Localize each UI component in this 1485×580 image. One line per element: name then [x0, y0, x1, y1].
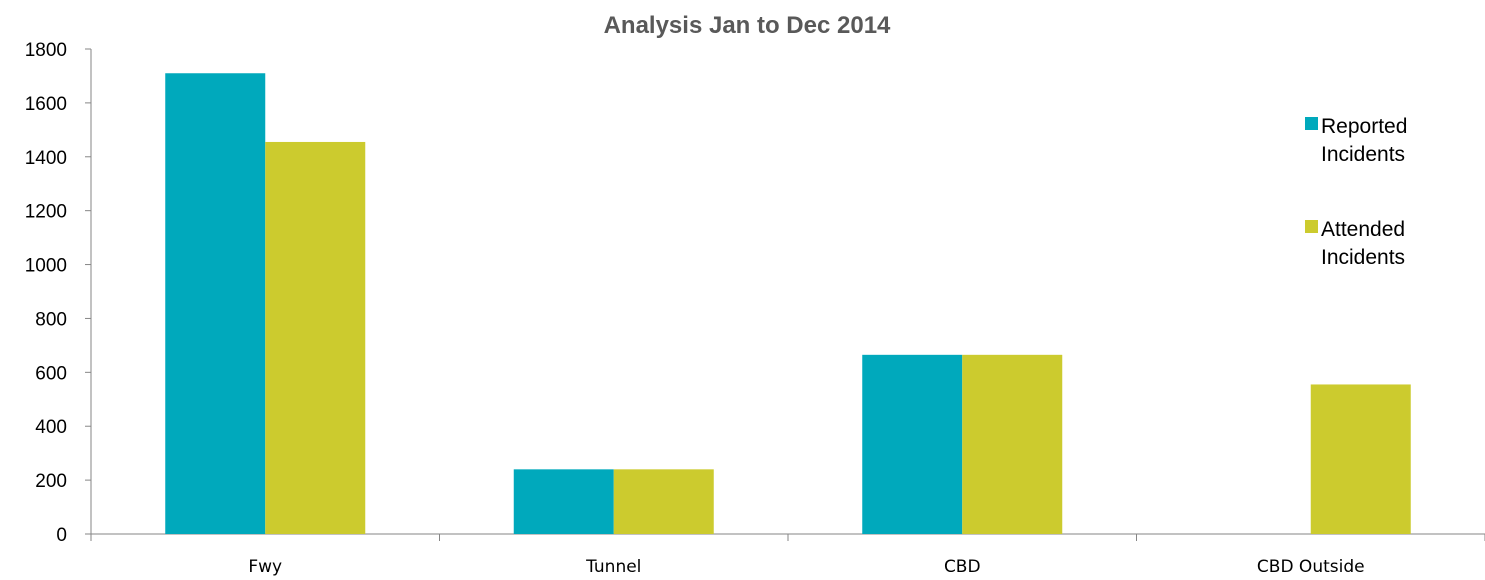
y-tick-label: 1200	[25, 202, 67, 223]
legend-label: Incidents	[1321, 246, 1405, 269]
chart-title: Analysis Jan to Dec 2014	[604, 12, 891, 39]
y-tick-label: 1800	[25, 40, 67, 61]
bar-attended-fwy	[265, 141, 366, 535]
x-tick-label: CBD Outside	[1257, 557, 1365, 577]
x-tick-label: Fwy	[248, 557, 282, 577]
y-tick-label: 600	[35, 363, 67, 384]
y-axis: 0 200 400 600 800 1000 1200 1400 1600 1800	[25, 40, 92, 546]
x-axis: Fwy Tunnel CBD CBD Outside	[90, 533, 1485, 577]
y-tick-label: 1600	[25, 94, 67, 115]
legend-swatch	[1305, 117, 1318, 130]
bar-reported-tunnel	[513, 469, 614, 534]
legend-label: Attended	[1321, 218, 1405, 241]
bar-reported-fwy	[165, 73, 266, 534]
legend-label: Reported	[1321, 115, 1407, 138]
legend-swatch	[1305, 220, 1318, 233]
bar-attended-tunnel	[613, 469, 714, 534]
x-tick-label: Tunnel	[585, 557, 641, 577]
x-tick-label: CBD	[944, 557, 981, 577]
y-tick-label: 400	[35, 417, 67, 438]
bar-reported-cbd	[862, 354, 963, 534]
y-tick-label: 800	[35, 309, 67, 330]
y-tick-label: 0	[56, 525, 67, 546]
y-tick-label: 200	[35, 471, 67, 492]
bar-attended-cbd-outside	[1310, 384, 1411, 534]
bar-attended-cbd	[962, 354, 1063, 534]
legend: Reported Incidents Attended Incidents	[1305, 115, 1407, 269]
y-tick-label: 1000	[25, 256, 67, 277]
y-tick-label: 1400	[25, 148, 67, 169]
legend-label: Incidents	[1321, 143, 1405, 166]
bars	[165, 73, 1411, 535]
